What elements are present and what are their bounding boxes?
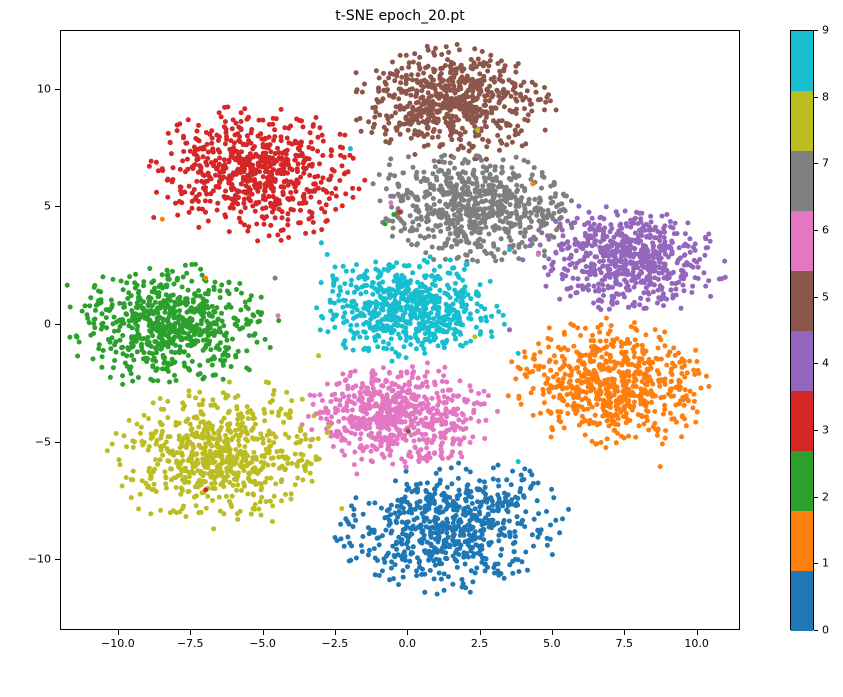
axis-tick xyxy=(697,630,698,635)
axis-tick xyxy=(263,630,264,635)
colorbar-tick xyxy=(814,497,818,498)
axis-tick xyxy=(552,630,553,635)
colorbar-tick-label: 1 xyxy=(822,557,829,570)
colorbar-tick-label: 4 xyxy=(822,357,829,370)
colorbar-tick-label: 5 xyxy=(822,290,829,303)
axis-tick xyxy=(55,324,60,325)
colorbar-tick xyxy=(814,230,818,231)
colorbar-segment xyxy=(791,571,813,631)
colorbar-segment xyxy=(791,151,813,211)
axis-tick-label: 7.5 xyxy=(616,637,634,650)
axis-tick xyxy=(190,630,191,635)
axis-tick-label: 0.0 xyxy=(398,637,416,650)
colorbar-tick xyxy=(814,363,818,364)
axis-tick xyxy=(624,630,625,635)
axis-tick-label: −10 xyxy=(28,553,51,566)
axis-tick xyxy=(480,630,481,635)
colorbar-segment xyxy=(791,511,813,571)
axis-tick-label: −7.5 xyxy=(177,637,204,650)
figure: t-SNE epoch_20.pt −10.0 −7.5 −5.0 −2.5 0.0 2.… xyxy=(0,0,843,697)
colorbar-tick-label: 6 xyxy=(822,224,829,237)
axis-tick xyxy=(55,559,60,560)
colorbar-tick-label: 9 xyxy=(822,24,829,37)
colorbar-tick-label: 3 xyxy=(822,424,829,437)
colorbar-segment xyxy=(791,331,813,391)
axis-tick xyxy=(55,442,60,443)
colorbar-tick xyxy=(814,297,818,298)
axis-tick-label: 2.5 xyxy=(471,637,489,650)
colorbar-segment xyxy=(791,451,813,511)
axis-tick-label: −2.5 xyxy=(322,637,349,650)
axis-tick-label: 0 xyxy=(44,318,51,331)
colorbar-tick-label: 8 xyxy=(822,90,829,103)
colorbar-tick xyxy=(814,563,818,564)
axis-tick xyxy=(335,630,336,635)
colorbar-tick-label: 0 xyxy=(822,624,829,637)
axis-tick-label: 5 xyxy=(44,200,51,213)
axis-tick-label: −10.0 xyxy=(101,637,135,650)
colorbar-segment xyxy=(791,271,813,331)
colorbar-segment xyxy=(791,91,813,151)
colorbar-tick xyxy=(814,630,818,631)
colorbar-tick xyxy=(814,30,818,31)
colorbar-tick xyxy=(814,163,818,164)
colorbar-tick xyxy=(814,97,818,98)
axis-tick xyxy=(407,630,408,635)
colorbar-tick-label: 7 xyxy=(822,157,829,170)
axis-tick-label: 10.0 xyxy=(684,637,709,650)
axis-tick xyxy=(55,89,60,90)
colorbar-segment xyxy=(791,31,813,91)
axis-tick xyxy=(55,206,60,207)
colorbar-tick xyxy=(814,430,818,431)
chart-title: t-SNE epoch_20.pt xyxy=(60,8,740,24)
colorbar-segment xyxy=(791,211,813,271)
axis-tick-label: −5 xyxy=(35,435,51,448)
scatter-layer xyxy=(61,31,741,631)
axis-tick-label: −5.0 xyxy=(249,637,276,650)
colorbar-tick-label: 2 xyxy=(822,490,829,503)
axis-tick xyxy=(118,630,119,635)
colorbar-segment xyxy=(791,391,813,451)
axis-tick-label: 5.0 xyxy=(543,637,561,650)
axis-tick-label: 10 xyxy=(37,82,51,95)
colorbar xyxy=(790,30,814,630)
plot-area xyxy=(60,30,740,630)
